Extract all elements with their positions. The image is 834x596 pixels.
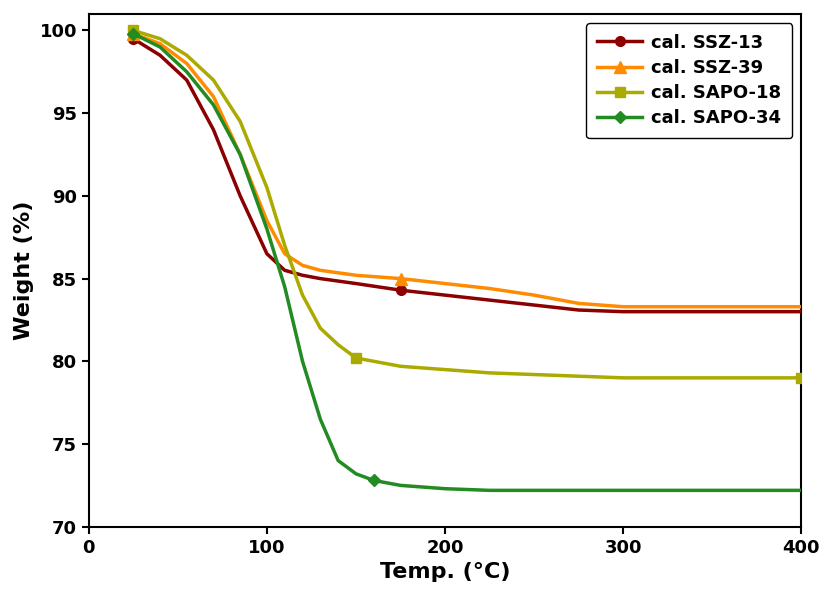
cal. SAPO-34 <box>369 477 379 484</box>
cal. SAPO-34 <box>155 44 165 51</box>
cal. SAPO-34 <box>574 487 584 494</box>
cal. SAPO-34 <box>707 487 717 494</box>
cal. SAPO-34 <box>182 68 192 75</box>
cal. SSZ-39 <box>128 30 138 38</box>
cal. SSZ-39 <box>315 267 325 274</box>
Line: cal. SAPO-34: cal. SAPO-34 <box>129 30 806 495</box>
cal. SSZ-39 <box>751 303 761 311</box>
cal. SAPO-18 <box>395 363 405 370</box>
cal. SSZ-13 <box>529 302 539 309</box>
cal. SSZ-39 <box>574 300 584 307</box>
cal. SAPO-34 <box>315 415 325 423</box>
cal. SAPO-34 <box>751 487 761 494</box>
cal. SAPO-34 <box>663 487 673 494</box>
cal. SSZ-13 <box>618 308 628 315</box>
cal. SAPO-18 <box>574 372 584 380</box>
Line: cal. SSZ-39: cal. SSZ-39 <box>128 28 807 312</box>
cal. SAPO-18 <box>333 341 343 348</box>
cal. SAPO-34 <box>395 482 405 489</box>
cal. SAPO-34 <box>208 101 219 108</box>
cal. SSZ-13 <box>440 291 450 299</box>
cal. SAPO-18 <box>155 35 165 42</box>
cal. SSZ-13 <box>574 306 584 313</box>
cal. SSZ-39 <box>707 303 717 311</box>
cal. SSZ-13 <box>298 272 308 279</box>
cal. SAPO-34 <box>618 487 628 494</box>
cal. SSZ-39 <box>529 291 539 299</box>
cal. SAPO-18 <box>298 291 308 299</box>
cal. SSZ-13 <box>155 52 165 59</box>
cal. SSZ-13 <box>351 280 361 287</box>
cal. SAPO-18 <box>796 374 806 381</box>
cal. SSZ-39 <box>796 303 806 311</box>
cal. SSZ-39 <box>618 303 628 311</box>
cal. SSZ-13 <box>315 275 325 282</box>
cal. SSZ-13 <box>182 76 192 83</box>
cal. SSZ-13 <box>279 267 289 274</box>
cal. SSZ-39 <box>351 272 361 279</box>
cal. SAPO-34 <box>796 487 806 494</box>
cal. SAPO-34 <box>333 457 343 464</box>
cal. SAPO-34 <box>235 151 245 158</box>
cal. SAPO-18 <box>208 76 219 83</box>
Line: cal. SSZ-13: cal. SSZ-13 <box>128 34 806 316</box>
cal. SAPO-34 <box>351 470 361 477</box>
cal. SSZ-13 <box>751 308 761 315</box>
cal. SAPO-34 <box>485 487 495 494</box>
cal. SSZ-39 <box>182 60 192 67</box>
cal. SSZ-13 <box>663 308 673 315</box>
cal. SSZ-13 <box>128 35 138 42</box>
cal. SSZ-39 <box>485 285 495 292</box>
Legend: cal. SSZ-13, cal. SSZ-39, cal. SAPO-18, cal. SAPO-34: cal. SSZ-13, cal. SSZ-39, cal. SAPO-18, … <box>586 23 792 138</box>
cal. SSZ-13 <box>395 287 405 294</box>
cal. SSZ-39 <box>395 275 405 282</box>
cal. SSZ-39 <box>155 40 165 47</box>
cal. SAPO-34 <box>128 30 138 38</box>
cal. SSZ-39 <box>298 262 308 269</box>
cal. SAPO-34 <box>279 283 289 290</box>
cal. SSZ-13 <box>262 250 272 257</box>
cal. SAPO-18 <box>182 52 192 59</box>
cal. SAPO-34 <box>529 487 539 494</box>
cal. SAPO-34 <box>440 485 450 492</box>
cal. SSZ-39 <box>440 280 450 287</box>
cal. SAPO-18 <box>529 371 539 378</box>
Line: cal. SAPO-18: cal. SAPO-18 <box>128 26 806 383</box>
cal. SSZ-13 <box>796 308 806 315</box>
cal. SSZ-13 <box>707 308 717 315</box>
cal. SSZ-39 <box>208 93 219 100</box>
cal. SAPO-18 <box>751 374 761 381</box>
cal. SAPO-18 <box>707 374 717 381</box>
cal. SSZ-13 <box>208 126 219 134</box>
cal. SAPO-18 <box>618 374 628 381</box>
X-axis label: Temp. (°C): Temp. (°C) <box>379 562 510 582</box>
cal. SAPO-18 <box>235 118 245 125</box>
cal. SAPO-18 <box>315 325 325 332</box>
cal. SSZ-39 <box>262 217 272 224</box>
cal. SAPO-18 <box>262 184 272 191</box>
Y-axis label: Weight (%): Weight (%) <box>14 201 34 340</box>
cal. SSZ-13 <box>485 297 495 304</box>
cal. SSZ-39 <box>235 151 245 158</box>
cal. SSZ-39 <box>663 303 673 311</box>
cal. SAPO-18 <box>440 366 450 373</box>
cal. SAPO-18 <box>128 27 138 34</box>
cal. SAPO-18 <box>663 374 673 381</box>
cal. SSZ-39 <box>279 250 289 257</box>
cal. SSZ-13 <box>235 193 245 200</box>
cal. SAPO-18 <box>351 355 361 362</box>
cal. SAPO-34 <box>262 225 272 232</box>
cal. SAPO-34 <box>298 358 308 365</box>
cal. SAPO-18 <box>279 242 289 249</box>
cal. SAPO-18 <box>485 370 495 377</box>
